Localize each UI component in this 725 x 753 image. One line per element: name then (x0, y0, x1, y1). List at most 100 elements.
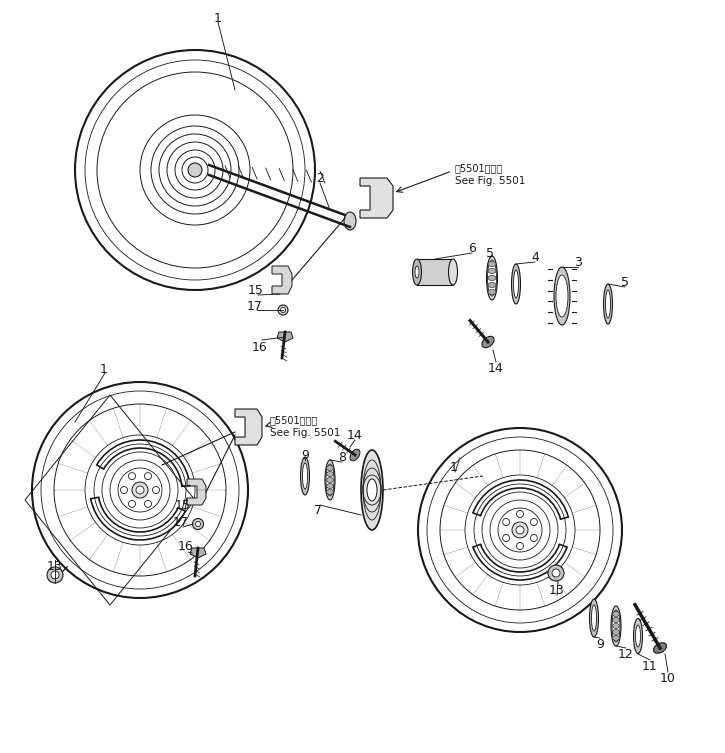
Ellipse shape (326, 477, 334, 483)
Polygon shape (360, 178, 393, 218)
Circle shape (516, 511, 523, 517)
Ellipse shape (193, 519, 204, 529)
Ellipse shape (488, 282, 496, 288)
Text: 1: 1 (450, 461, 458, 474)
Circle shape (552, 569, 560, 577)
Text: 9: 9 (596, 638, 604, 651)
Ellipse shape (367, 479, 377, 501)
Ellipse shape (613, 611, 619, 617)
Ellipse shape (300, 457, 310, 495)
Ellipse shape (589, 599, 599, 637)
Bar (417, 259, 453, 285)
Circle shape (132, 482, 148, 498)
Text: 3: 3 (574, 255, 582, 269)
Ellipse shape (413, 259, 421, 285)
Ellipse shape (449, 259, 457, 285)
Text: 17: 17 (173, 516, 189, 529)
Circle shape (502, 519, 510, 526)
Ellipse shape (278, 305, 288, 315)
Text: 13: 13 (47, 560, 63, 574)
Circle shape (136, 486, 144, 494)
Ellipse shape (326, 471, 334, 477)
Ellipse shape (556, 275, 568, 317)
Text: 14: 14 (347, 428, 363, 441)
Text: 15: 15 (175, 498, 191, 511)
Text: See Fig. 5501: See Fig. 5501 (270, 428, 340, 438)
Ellipse shape (482, 337, 494, 348)
Circle shape (51, 571, 59, 579)
Ellipse shape (350, 450, 360, 461)
Ellipse shape (326, 489, 334, 495)
Ellipse shape (612, 610, 620, 642)
Ellipse shape (613, 630, 619, 635)
Ellipse shape (486, 256, 497, 300)
Ellipse shape (488, 261, 496, 267)
Text: 5: 5 (621, 276, 629, 288)
Text: 13: 13 (549, 584, 565, 596)
Ellipse shape (344, 212, 356, 230)
Circle shape (502, 535, 510, 541)
Polygon shape (235, 409, 262, 445)
Text: 10: 10 (660, 672, 676, 684)
Ellipse shape (613, 623, 619, 629)
Circle shape (128, 473, 136, 480)
Ellipse shape (326, 464, 334, 496)
Circle shape (188, 163, 202, 177)
Text: 14: 14 (488, 361, 504, 374)
Text: 9: 9 (301, 449, 309, 462)
Text: 4: 4 (531, 251, 539, 264)
Circle shape (548, 565, 564, 581)
Ellipse shape (361, 450, 383, 530)
Text: 15: 15 (248, 283, 264, 297)
Circle shape (144, 473, 152, 480)
Ellipse shape (488, 289, 496, 294)
Text: 17: 17 (247, 300, 263, 312)
Circle shape (152, 486, 160, 493)
Circle shape (512, 522, 528, 538)
Text: See Fig. 5501: See Fig. 5501 (455, 176, 526, 186)
Circle shape (144, 500, 152, 508)
Ellipse shape (636, 625, 640, 647)
Ellipse shape (488, 276, 496, 281)
Ellipse shape (554, 267, 570, 325)
Ellipse shape (281, 307, 286, 312)
Ellipse shape (634, 618, 642, 654)
Text: 1: 1 (100, 362, 108, 376)
Ellipse shape (613, 636, 619, 641)
Ellipse shape (513, 270, 518, 298)
Ellipse shape (326, 465, 334, 471)
Ellipse shape (605, 290, 610, 318)
Text: 第5501図参照: 第5501図参照 (270, 415, 318, 425)
Text: 11: 11 (642, 660, 658, 672)
Text: 6: 6 (468, 242, 476, 255)
Ellipse shape (302, 463, 307, 489)
Polygon shape (190, 548, 206, 558)
Ellipse shape (613, 617, 619, 623)
Circle shape (516, 526, 524, 534)
Ellipse shape (653, 643, 666, 654)
Polygon shape (272, 266, 292, 294)
Text: 7: 7 (314, 505, 322, 517)
Circle shape (120, 486, 128, 493)
Text: 第5501図参照: 第5501図参照 (455, 163, 503, 173)
Text: 16: 16 (252, 340, 268, 353)
Ellipse shape (325, 460, 335, 500)
Ellipse shape (488, 269, 496, 273)
Ellipse shape (603, 284, 613, 324)
Circle shape (516, 542, 523, 550)
Text: 12: 12 (618, 648, 634, 660)
Text: 2: 2 (316, 172, 324, 184)
Circle shape (531, 519, 537, 526)
Text: 16: 16 (178, 541, 194, 553)
Text: 1: 1 (214, 11, 222, 25)
Ellipse shape (415, 266, 419, 278)
Polygon shape (187, 479, 206, 505)
Circle shape (47, 567, 63, 583)
Polygon shape (277, 332, 293, 342)
Circle shape (531, 535, 537, 541)
Ellipse shape (512, 264, 521, 304)
Ellipse shape (611, 606, 621, 646)
Ellipse shape (326, 483, 334, 489)
Text: 8: 8 (338, 450, 346, 464)
Ellipse shape (196, 522, 201, 526)
